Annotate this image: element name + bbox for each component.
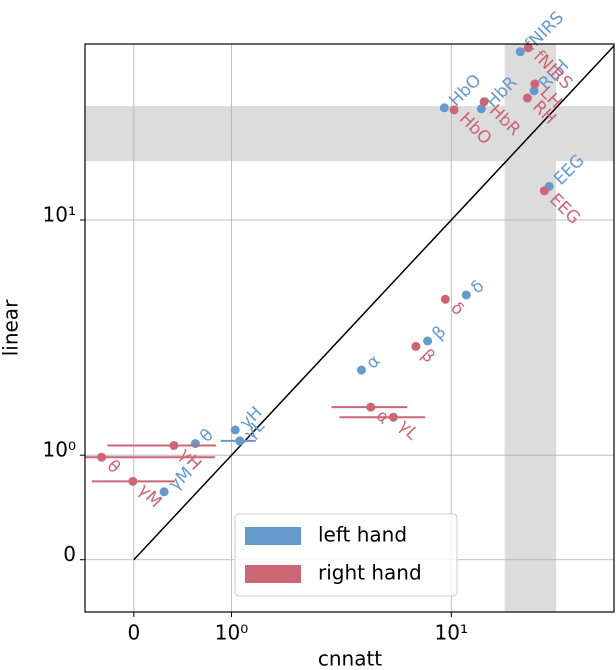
point <box>235 436 245 446</box>
point <box>230 425 240 435</box>
point <box>476 104 486 114</box>
x-tick-label: 0 <box>127 621 140 645</box>
y-band <box>85 106 614 162</box>
y-tick-label: 10⁰ <box>43 438 76 462</box>
diagonal <box>133 45 615 561</box>
point-label: β <box>417 345 439 367</box>
point <box>515 47 525 57</box>
point <box>159 487 169 497</box>
point-label: δ <box>446 298 468 320</box>
point <box>529 86 539 96</box>
y-axis-label: linear <box>0 299 23 356</box>
point <box>522 93 532 103</box>
point <box>440 294 450 304</box>
point-label: γM <box>134 480 166 512</box>
legend-label: right hand <box>318 561 422 585</box>
plot-frame <box>84 43 615 613</box>
point <box>539 186 549 196</box>
point-label: θ <box>103 456 125 478</box>
point <box>449 105 459 115</box>
y-tick-label: 0 <box>63 542 76 566</box>
point <box>356 365 366 375</box>
legend-swatch <box>245 527 301 545</box>
point <box>366 402 376 412</box>
x-tick-label: 10¹ <box>435 621 468 645</box>
point <box>530 79 540 89</box>
point-label: γL <box>394 416 422 444</box>
point <box>523 43 533 53</box>
x-tick-label: 10⁰ <box>215 621 248 645</box>
point <box>411 341 421 351</box>
point <box>97 452 107 462</box>
point <box>423 336 433 346</box>
legend-label: left hand <box>318 523 407 547</box>
x-axis-label: cnnatt <box>318 647 382 670</box>
legend-swatch <box>245 565 301 583</box>
point <box>439 103 449 113</box>
point <box>388 412 398 422</box>
point <box>461 290 471 300</box>
point <box>169 440 179 450</box>
point <box>479 97 489 107</box>
y-tick-label: 10¹ <box>43 202 76 226</box>
point <box>128 476 138 486</box>
legend: left hand right hand <box>234 513 458 597</box>
